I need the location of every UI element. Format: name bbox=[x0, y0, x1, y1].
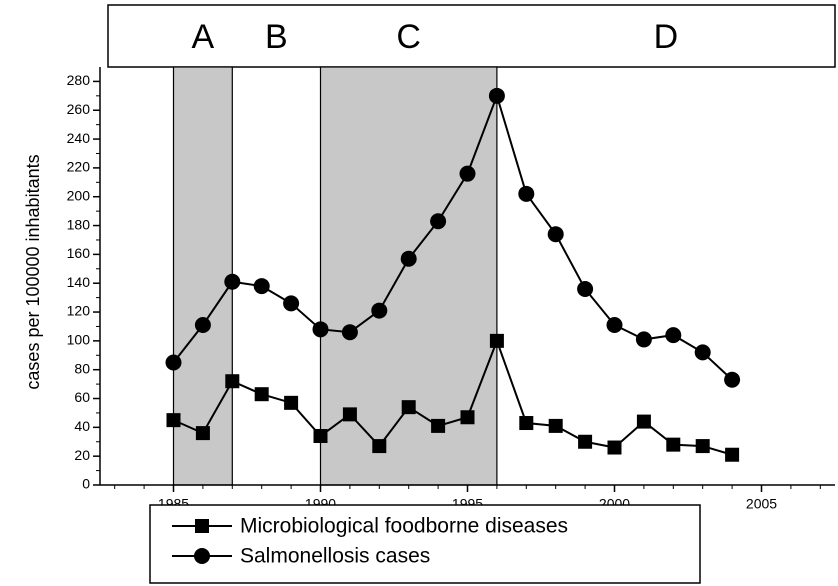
y-tick-label: 100 bbox=[67, 332, 91, 348]
marker bbox=[607, 440, 622, 455]
y-tick-label: 80 bbox=[74, 360, 90, 376]
marker bbox=[430, 213, 447, 230]
marker bbox=[312, 321, 329, 338]
legend-box bbox=[149, 504, 701, 584]
y-tick-label: 200 bbox=[67, 187, 91, 203]
y-tick-label: 0 bbox=[82, 476, 90, 492]
marker bbox=[695, 439, 710, 454]
y-tick-label: 280 bbox=[67, 72, 91, 88]
marker bbox=[665, 327, 682, 344]
period-box bbox=[107, 4, 836, 68]
y-tick-label: 180 bbox=[67, 216, 91, 232]
marker bbox=[194, 548, 210, 564]
period-label: B bbox=[265, 18, 288, 56]
marker bbox=[489, 333, 504, 348]
marker bbox=[431, 418, 446, 433]
marker bbox=[459, 165, 476, 182]
marker bbox=[400, 250, 417, 267]
y-tick-label: 60 bbox=[74, 389, 90, 405]
y-axis-label: cases per 100000 inhabitants bbox=[23, 154, 43, 389]
y-tick-label: 160 bbox=[67, 245, 91, 261]
y-tick-label: 20 bbox=[74, 447, 90, 463]
marker bbox=[460, 410, 475, 425]
marker bbox=[488, 87, 505, 104]
period-label: A bbox=[192, 18, 215, 56]
y-tick-label: 120 bbox=[67, 303, 91, 319]
marker bbox=[548, 418, 563, 433]
y-tick-label: 240 bbox=[67, 130, 91, 146]
marker bbox=[547, 226, 564, 243]
period-label: C bbox=[396, 18, 421, 56]
marker bbox=[372, 439, 387, 454]
marker bbox=[724, 371, 741, 388]
marker bbox=[725, 447, 740, 462]
marker bbox=[195, 519, 209, 533]
marker bbox=[371, 302, 388, 319]
marker bbox=[606, 317, 623, 334]
marker bbox=[253, 278, 270, 295]
y-tick-label: 140 bbox=[67, 274, 91, 290]
legend-label: Microbiological foodborne diseases bbox=[240, 515, 568, 538]
marker bbox=[284, 395, 299, 410]
marker bbox=[578, 434, 593, 449]
marker bbox=[636, 414, 651, 429]
period-shade bbox=[172, 66, 233, 486]
marker bbox=[224, 273, 241, 290]
marker bbox=[166, 413, 181, 428]
marker bbox=[342, 407, 357, 422]
marker bbox=[195, 426, 210, 441]
y-tick-label: 40 bbox=[74, 418, 90, 434]
marker bbox=[401, 400, 416, 415]
x-tick-label: 2005 bbox=[746, 496, 777, 512]
marker bbox=[694, 344, 711, 361]
y-tick-label: 220 bbox=[67, 159, 91, 175]
marker bbox=[165, 354, 182, 371]
marker bbox=[635, 331, 652, 348]
marker bbox=[518, 185, 535, 202]
marker bbox=[283, 295, 300, 312]
marker bbox=[225, 374, 240, 389]
y-tick-label: 260 bbox=[67, 101, 91, 117]
marker bbox=[519, 416, 534, 431]
marker bbox=[313, 428, 328, 443]
marker bbox=[254, 387, 269, 402]
marker bbox=[666, 437, 681, 452]
marker bbox=[194, 317, 211, 334]
marker bbox=[577, 280, 594, 297]
period-label: D bbox=[654, 18, 679, 56]
legend-label: Salmonellosis cases bbox=[240, 545, 430, 568]
marker bbox=[341, 324, 358, 341]
